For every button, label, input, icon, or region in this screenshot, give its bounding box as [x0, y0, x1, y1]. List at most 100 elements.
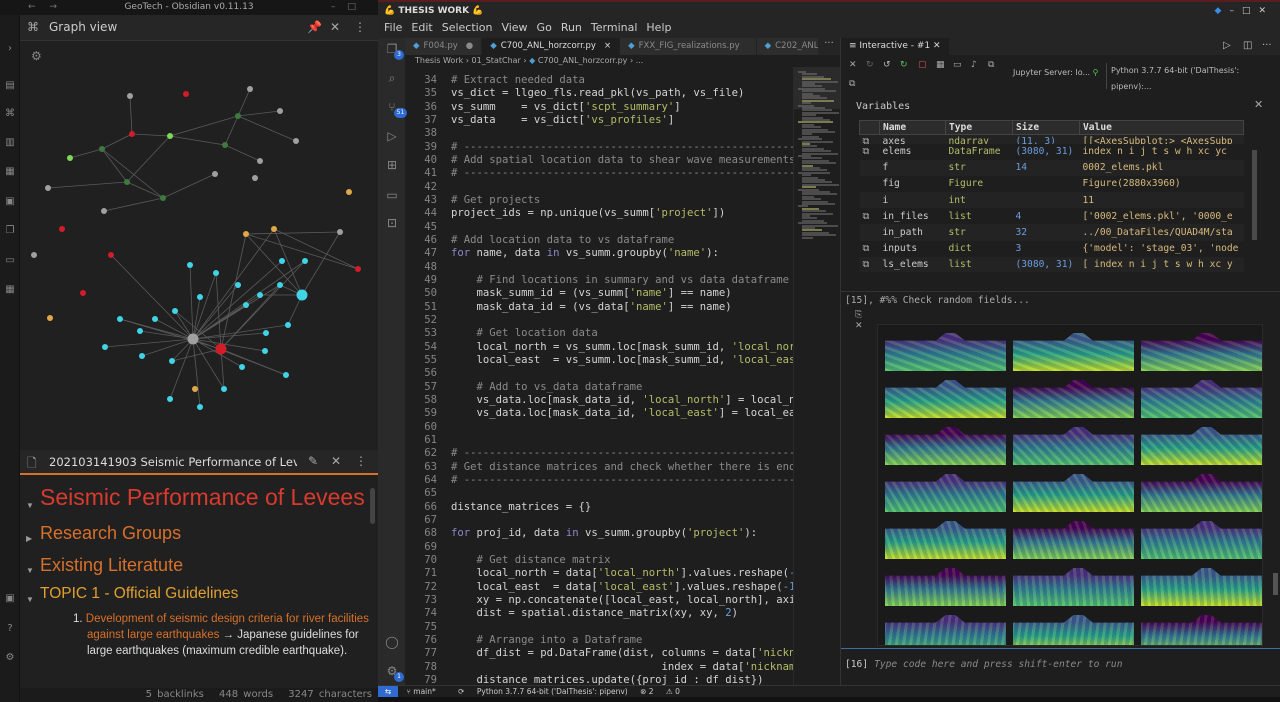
- archive-icon[interactable]: ▭: [5, 255, 15, 266]
- more-actions-icon[interactable]: ···: [1262, 40, 1272, 51]
- graph-node[interactable]: [239, 364, 245, 370]
- account-icon[interactable]: ◯: [385, 635, 399, 649]
- source-control-icon[interactable]: ⑂ 51: [385, 100, 407, 118]
- vault-icon[interactable]: ▣: [5, 593, 15, 604]
- open-data-viewer-icon[interactable]: ⧉: [862, 135, 870, 144]
- graph-icon[interactable]: ⌘: [5, 108, 15, 119]
- variable-row[interactable]: i int 11: [859, 192, 1244, 209]
- graph-node[interactable]: [355, 266, 361, 272]
- graph-node[interactable]: [243, 302, 249, 308]
- collapse-arrow-icon[interactable]: ▼: [26, 595, 34, 604]
- nav-arrows[interactable]: ←→: [28, 2, 72, 12]
- copy-output-icon[interactable]: ⎘: [855, 310, 863, 320]
- window-controls[interactable]: –□: [330, 2, 368, 12]
- variable-row[interactable]: ⧉ elems DataFrame (3080, 31) index n i j t s…: [860, 144, 1244, 160]
- graph-canvas[interactable]: ⚙: [20, 41, 378, 450]
- branch-indicator[interactable]: ⑂ main*: [406, 687, 436, 696]
- variable-row[interactable]: ⧉ in_files list 4 ['0002_elems.pkl', '0000_e: [860, 208, 1244, 224]
- help-icon[interactable]: ?: [7, 623, 13, 634]
- graph-node[interactable]: [67, 155, 73, 161]
- copy-icon[interactable]: ❐: [5, 225, 15, 236]
- graph-node[interactable]: [31, 252, 37, 258]
- graph-node[interactable]: [127, 93, 133, 99]
- menu-go[interactable]: Go: [536, 21, 552, 34]
- graph-node[interactable]: [197, 404, 203, 410]
- graph-node[interactable]: [139, 353, 145, 359]
- graph-node[interactable]: [117, 316, 123, 322]
- graph-node[interactable]: [47, 315, 53, 321]
- editor-tab[interactable]: ◆ C700_ANL_horzcorr.py ×: [482, 38, 621, 55]
- python-environment[interactable]: Python 3.7.7 64-bit ('DalThesis': pipenv…: [1106, 63, 1280, 91]
- note-scrollbar[interactable]: [370, 488, 375, 524]
- menu-help[interactable]: Help: [646, 21, 672, 34]
- graph-node[interactable]: [257, 158, 263, 164]
- graph-node[interactable]: [257, 292, 263, 298]
- variable-row[interactable]: ⧉ axes ndarray (11, 3) [[<AxesSubplot:> <Axe…: [859, 134, 1244, 144]
- settings-icon[interactable]: ⚙: [5, 652, 15, 663]
- backlinks-count[interactable]: 5 backlinks: [145, 689, 204, 700]
- graph-node[interactable]: [277, 108, 283, 114]
- variables-icon[interactable]: ▦: [936, 60, 945, 70]
- variable-row[interactable]: fig Figure Figure(2880x3960): [860, 176, 1244, 192]
- breadcrumb-item[interactable]: ...: [635, 56, 644, 65]
- menu-terminal[interactable]: Terminal: [590, 21, 638, 34]
- problems-indicator[interactable]: ⊗ 2 ⚠ 0: [640, 687, 690, 696]
- graph-node[interactable]: [296, 289, 308, 301]
- graph-node[interactable]: [197, 294, 203, 300]
- code-input-box[interactable]: [16] Type code here and press shift-enter…: [841, 648, 1280, 685]
- jupyter-server-status[interactable]: Jupyter Server: lo... ⚲: [1013, 68, 1098, 77]
- variable-row[interactable]: ⧉ inputs dict 3 {'model': 'stage_03', 'node: [860, 241, 1244, 257]
- graph-node[interactable]: [183, 91, 189, 97]
- graph-node[interactable]: [279, 258, 285, 264]
- folder-icon[interactable]: ▥: [5, 137, 15, 148]
- jupyter-icon[interactable]: ⊡: [386, 216, 398, 230]
- graph-node[interactable]: [124, 179, 130, 185]
- internal-link[interactable]: Development of seismic design criteria f…: [85, 613, 369, 641]
- open-data-viewer-icon[interactable]: ⧉: [862, 146, 870, 158]
- breadcrumb-item[interactable]: Thesis Work: [415, 56, 464, 65]
- column-header-size[interactable]: Size: [1012, 120, 1080, 135]
- calendar-icon[interactable]: ▣: [5, 196, 15, 207]
- column-header-value[interactable]: Value: [1079, 120, 1244, 135]
- graph-node[interactable]: [263, 330, 269, 336]
- variable-row[interactable]: f str 14 0002_elems.pkl: [859, 159, 1244, 176]
- graph-node[interactable]: [137, 328, 143, 334]
- file-icon[interactable]: ▤: [5, 80, 15, 91]
- graph-node[interactable]: [285, 322, 291, 328]
- breadcrumb-item[interactable]: 01_StatChar: [471, 56, 521, 65]
- python-interpreter[interactable]: Python 3.7.7 64-bit ('DalThesis': pipenv…: [476, 687, 628, 696]
- graph-node[interactable]: [221, 386, 227, 392]
- close-icon[interactable]: ✕: [331, 454, 342, 468]
- close-tab-icon[interactable]: ×: [603, 41, 612, 51]
- menu-run[interactable]: Run: [560, 21, 582, 34]
- breadcrumb-item[interactable]: C700_ANL_horzcorr.py: [537, 56, 628, 65]
- more-actions-icon[interactable]: ···: [818, 38, 840, 55]
- remote-explorer-icon[interactable]: ▭: [386, 188, 398, 202]
- sync-icon[interactable]: ⟳: [458, 687, 465, 696]
- window-controls[interactable]: ◆–□✕: [1214, 6, 1274, 16]
- graph-node[interactable]: [45, 185, 51, 191]
- run-debug-icon[interactable]: ▷: [387, 129, 397, 143]
- open-data-viewer-icon[interactable]: ⧉: [862, 259, 870, 271]
- graph-settings-icon[interactable]: ⚙: [31, 49, 42, 63]
- remote-indicator-icon[interactable]: ⇆: [378, 686, 398, 697]
- graph-node[interactable]: [235, 113, 241, 119]
- run-icon[interactable]: ▷: [1223, 40, 1231, 51]
- menu-file[interactable]: File: [384, 21, 403, 34]
- graph-node[interactable]: [213, 270, 219, 276]
- close-variables-icon[interactable]: ✕: [1254, 98, 1264, 111]
- graph-node[interactable]: [102, 344, 108, 350]
- variable-row[interactable]: ⧉ ls_elems list (3080, 31)[ index n i j t s…: [859, 256, 1244, 272]
- graph-node[interactable]: [235, 282, 241, 288]
- graph-node[interactable]: [167, 133, 173, 139]
- interactive-scrollbar[interactable]: [1273, 573, 1278, 595]
- close-icon[interactable]: ✕: [330, 20, 341, 34]
- save-icon[interactable]: ▭: [953, 60, 962, 70]
- redo-icon[interactable]: ↻: [866, 60, 874, 70]
- graph-node[interactable]: [187, 262, 193, 268]
- graph-node[interactable]: [99, 146, 105, 152]
- graph-node[interactable]: [108, 252, 114, 258]
- menu-selection[interactable]: Selection: [441, 21, 493, 34]
- export-icon[interactable]: ♪: [971, 60, 977, 70]
- manage-gear-icon[interactable]: ⚙ 1: [385, 664, 404, 682]
